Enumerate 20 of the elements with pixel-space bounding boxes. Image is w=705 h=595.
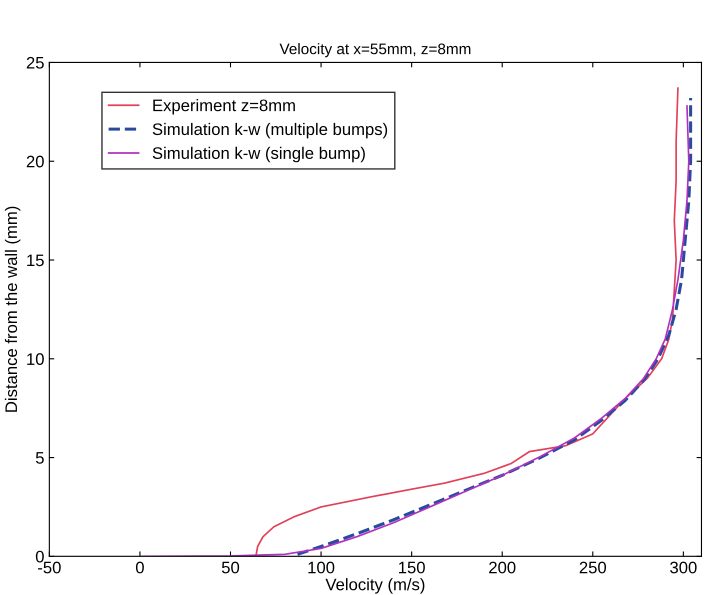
chart-title: Velocity at x=55mm, z=8mm xyxy=(280,43,470,58)
y-tick-label: 10 xyxy=(27,353,44,365)
x-axis-title: Velocity (m/s) xyxy=(325,578,424,594)
x-tick-label: 100 xyxy=(308,562,334,574)
x-tick-label: 0 xyxy=(136,562,144,574)
x-tick-label: 150 xyxy=(399,562,425,574)
legend-label: Simulation k-w (single bump) xyxy=(152,146,365,162)
legend-label: Simulation k-w (multiple bumps) xyxy=(152,122,388,138)
x-tick-label: 250 xyxy=(580,562,606,574)
y-tick-label: 5 xyxy=(36,452,44,464)
y-tick-label: 20 xyxy=(26,156,44,168)
x-tick-label: 50 xyxy=(222,562,240,574)
x-tick-label: -50 xyxy=(38,562,61,574)
legend-label: Experiment z=8mm xyxy=(153,99,295,115)
y-tick-label: 25 xyxy=(26,56,44,69)
x-tick-label: 300 xyxy=(670,562,697,574)
y-tick-label: 0 xyxy=(36,550,44,563)
y-axis-title: Distance from the wall (mm) xyxy=(4,206,20,412)
x-tick-label: 200 xyxy=(489,562,516,574)
y-tick-label: 15 xyxy=(27,254,44,266)
